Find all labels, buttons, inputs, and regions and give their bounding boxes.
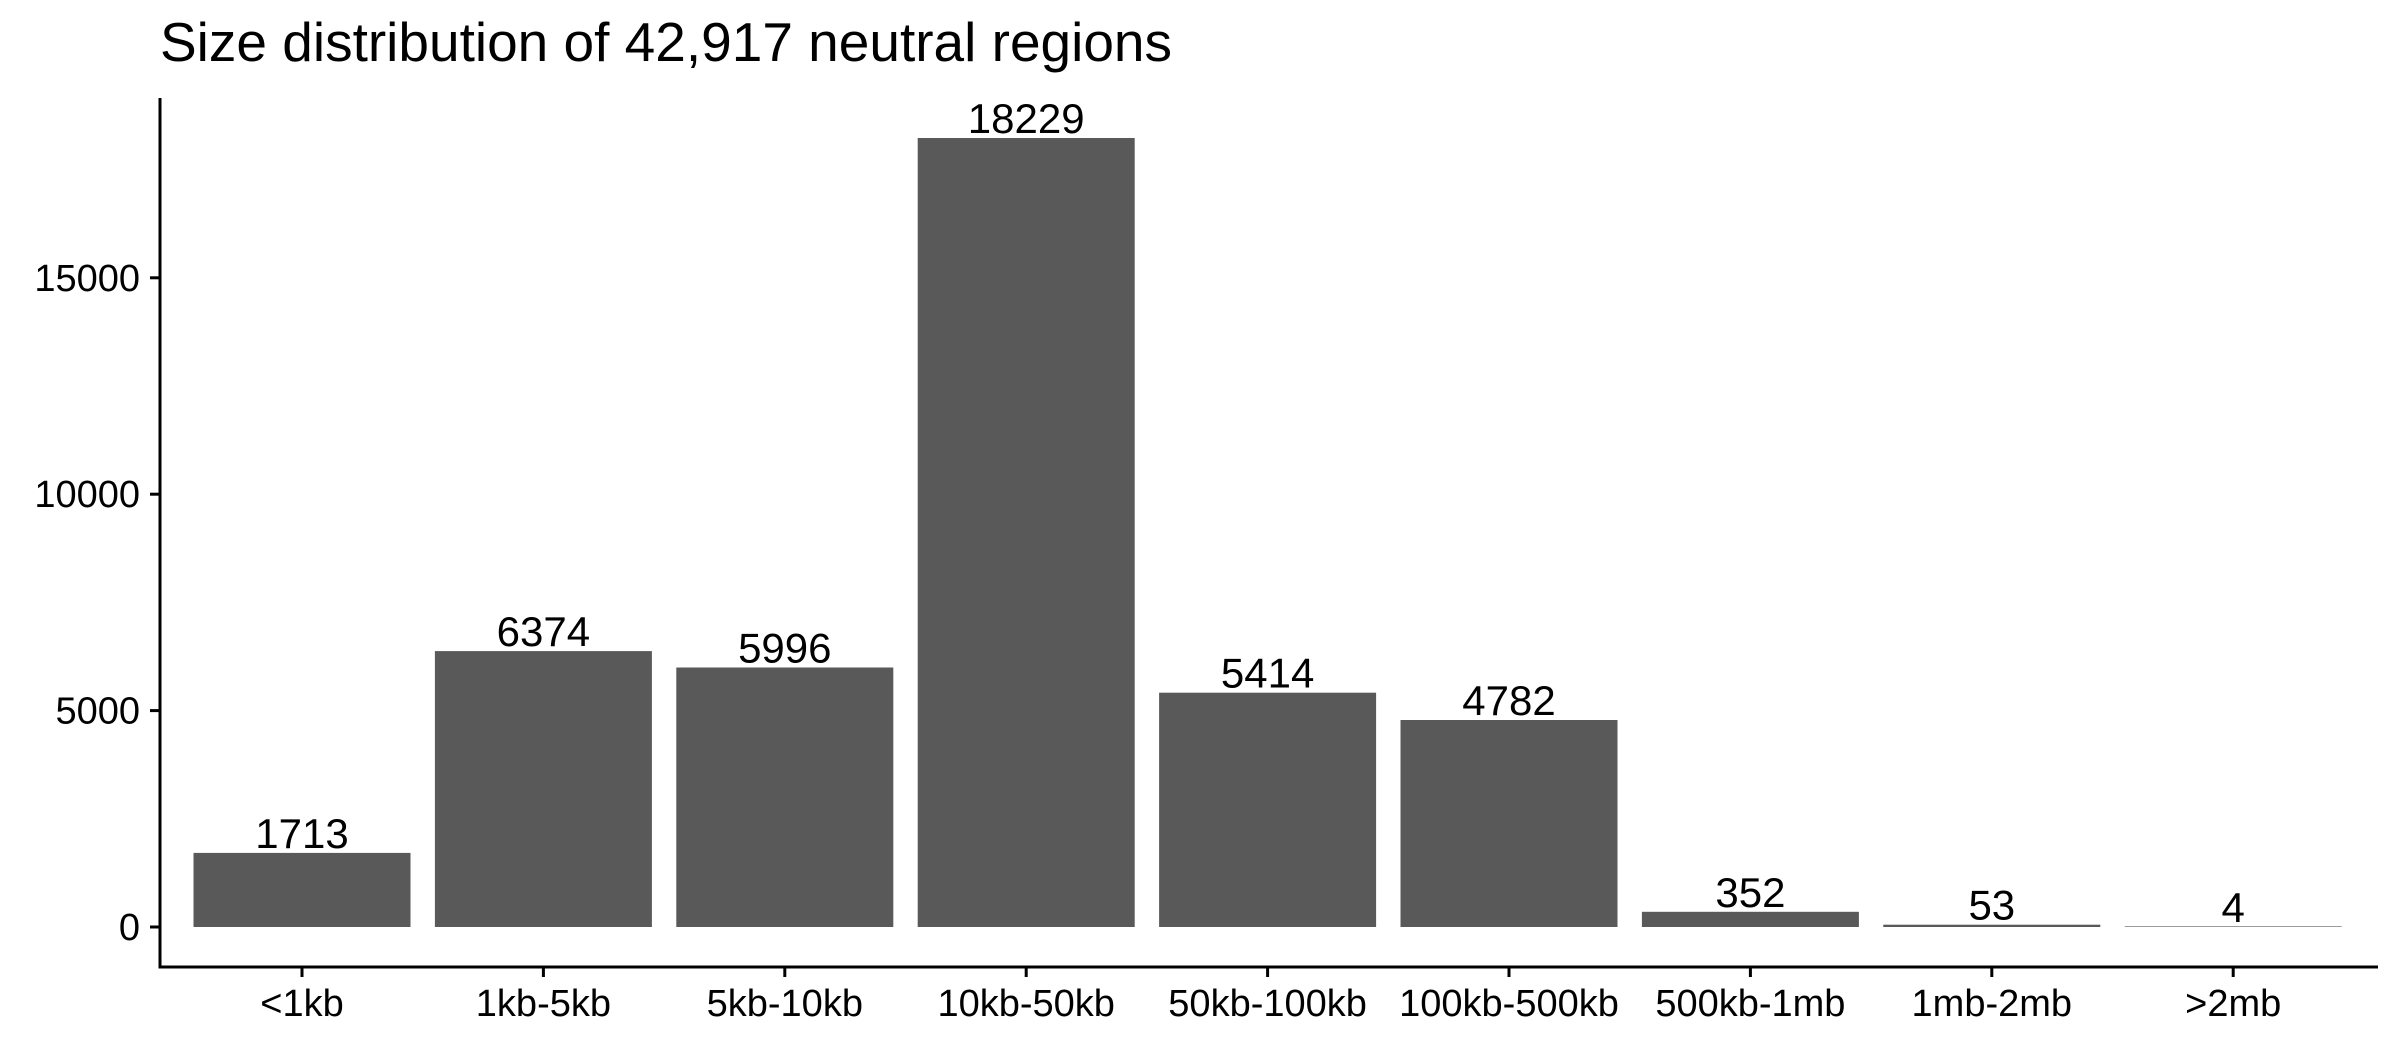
y-tick-label: 10000 (34, 474, 140, 516)
bars-group (193, 138, 2342, 927)
x-tick-label: <1kb (260, 983, 343, 1025)
bar-value-label: 4 (2222, 884, 2245, 931)
bar-value-label: 5996 (738, 625, 831, 672)
x-tick-label: >2mb (2185, 983, 2281, 1025)
bar-value-label: 18229 (968, 95, 1085, 142)
bar (193, 852, 411, 927)
bar (1883, 924, 2101, 927)
x-tick-label: 50kb-100kb (1168, 983, 1367, 1025)
bar (676, 667, 894, 927)
bar (434, 651, 652, 927)
chart-title: Size distribution of 42,917 neutral regi… (160, 11, 1173, 73)
bar (2124, 926, 2342, 927)
y-tick-label: 15000 (34, 258, 140, 300)
data-labels-group: 1713 6374 5996 18229 5414 4782 352 53 4 (255, 95, 2245, 931)
y-tick-label: 5000 (55, 691, 140, 733)
bar-value-label: 5414 (1221, 650, 1314, 697)
bar (917, 138, 1135, 927)
x-tick-label: 1mb-2mb (1912, 983, 2073, 1025)
bar (1159, 692, 1377, 927)
bar-value-label: 1713 (255, 810, 348, 857)
y-tick-label: 0 (119, 907, 140, 949)
bar (1641, 911, 1859, 927)
bar-value-label: 352 (1715, 869, 1785, 916)
bar (1400, 720, 1618, 927)
x-tick-label: 5kb-10kb (707, 983, 863, 1025)
x-tick-label: 1kb-5kb (476, 983, 611, 1025)
x-tick-label: 100kb-500kb (1399, 983, 1619, 1025)
x-tick-label: 10kb-50kb (937, 983, 1114, 1025)
x-tick-label: 500kb-1mb (1655, 983, 1845, 1025)
bar-value-label: 4782 (1462, 677, 1555, 724)
axes-group: <1kb 1kb-5kb 5kb-10kb 10kb-50kb 50kb-100kb 10… (34, 98, 2378, 1025)
bar-value-label: 6374 (497, 608, 590, 655)
bar-value-label: 53 (1968, 882, 2015, 929)
